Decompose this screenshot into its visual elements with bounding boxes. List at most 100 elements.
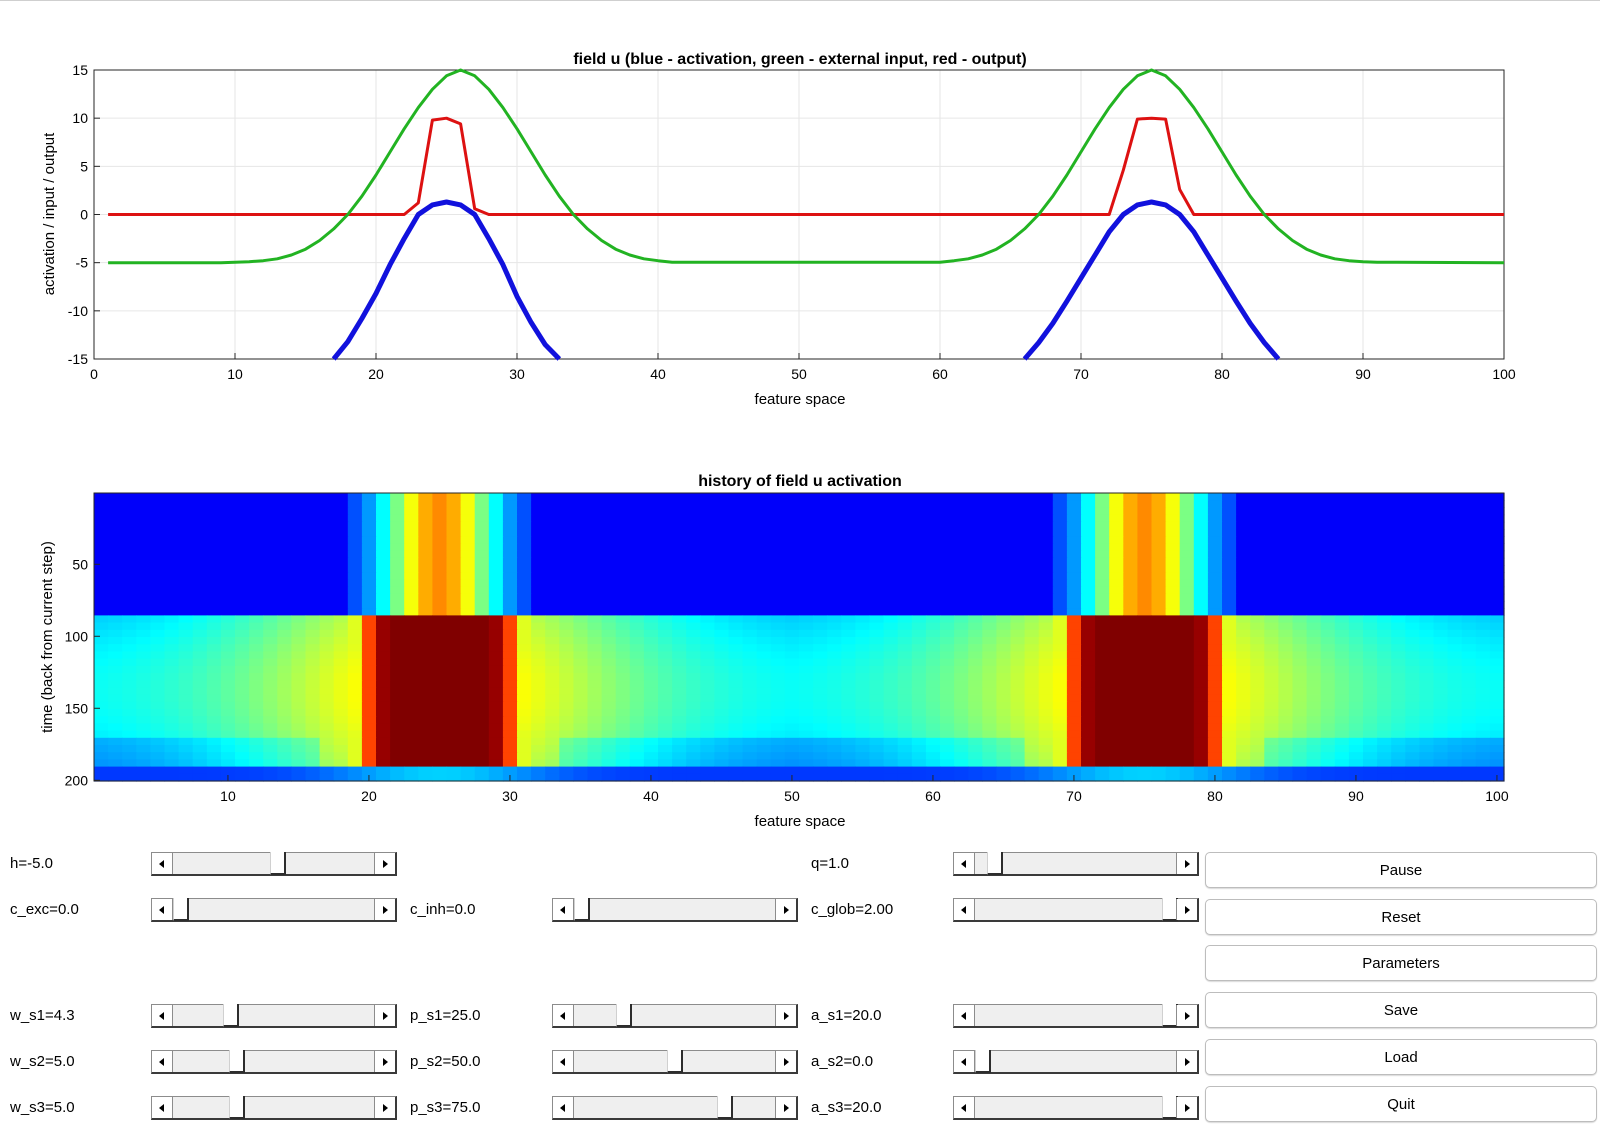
slider-right-arrow-icon[interactable] [1176,1051,1197,1072]
heatmap-cell [192,507,208,516]
heatmap-cell [432,701,448,710]
slider-right-arrow-icon[interactable] [374,1097,395,1118]
slider-trough[interactable] [173,1004,374,1027]
heatmap-cell [982,601,997,609]
param-slider[interactable] [151,898,397,922]
slider-trough[interactable] [173,1050,374,1073]
heatmap-cell [841,730,856,739]
heatmap-cell [531,766,546,775]
slider-left-arrow-icon[interactable] [553,1005,574,1026]
heatmap-cell [1250,593,1265,602]
param-slider[interactable] [953,1004,1199,1028]
slider-trough[interactable] [975,1050,1176,1073]
slider-right-arrow-icon[interactable] [374,899,395,920]
save-button[interactable]: Save [1205,992,1597,1028]
slider-thumb[interactable] [716,1096,733,1119]
slider-thumb[interactable] [616,1004,633,1027]
slider-thumb[interactable] [173,898,190,921]
slider-right-arrow-icon[interactable] [775,1005,796,1026]
heatmap-cell [1377,680,1392,688]
slider-left-arrow-icon[interactable] [152,1005,173,1026]
param-slider[interactable] [552,1096,798,1120]
param-slider[interactable] [552,1004,798,1028]
slider-right-arrow-icon[interactable] [374,1005,395,1026]
slider-right-arrow-icon[interactable] [1176,853,1197,874]
slider-right-arrow-icon[interactable] [1176,899,1197,920]
slider-thumb[interactable] [574,898,591,921]
parameters-button[interactable]: Parameters [1205,945,1597,981]
heatmap-cell [474,565,490,573]
heatmap-cell [1363,651,1378,660]
slider-thumb[interactable] [223,1004,240,1027]
slider-left-arrow-icon[interactable] [954,853,975,874]
slider-right-arrow-icon[interactable] [1176,1097,1197,1118]
heatmap-cell [1363,629,1378,638]
param-slider[interactable] [953,1096,1199,1120]
heatmap-cell [643,550,659,559]
slider-thumb[interactable] [975,1050,992,1073]
slider-right-arrow-icon[interactable] [775,1097,796,1118]
load-button[interactable]: Load [1205,1039,1597,1075]
param-slider[interactable] [552,1050,798,1074]
slider-thumb[interactable] [229,1096,246,1119]
heatmap-cell [615,514,631,523]
slider-left-arrow-icon[interactable] [954,1051,975,1072]
slider-right-arrow-icon[interactable] [374,853,395,874]
slider-trough[interactable] [173,898,374,921]
heatmap-cell [714,680,730,688]
heatmap-cell [263,687,278,696]
slider-thumb[interactable] [666,1050,683,1073]
pause-button[interactable]: Pause [1205,852,1597,888]
series-line-3 [108,68,1505,265]
slider-left-arrow-icon[interactable] [152,899,173,920]
slider-trough[interactable] [975,1096,1178,1119]
slider-trough[interactable] [574,1004,775,1027]
param-slider[interactable] [151,1096,397,1120]
reset-button[interactable]: Reset [1205,899,1597,935]
heatmap-cell [714,550,730,559]
slider-left-arrow-icon[interactable] [553,1051,574,1072]
slider-left-arrow-icon[interactable] [152,853,173,874]
slider-right-arrow-icon[interactable] [1176,1005,1197,1026]
param-slider[interactable] [552,898,798,922]
heatmap-cell [996,665,1012,674]
slider-trough[interactable] [173,852,374,875]
slider-right-arrow-icon[interactable] [775,1051,796,1072]
slider-trough[interactable] [574,1096,775,1119]
heatmap-cell [925,550,941,559]
y-tick-label: 15 [72,62,88,78]
heatmap-cell [192,709,208,717]
slider-left-arrow-icon[interactable] [553,1097,574,1118]
param-slider[interactable] [953,1050,1199,1074]
heatmap-cell [164,737,180,746]
param-slider[interactable] [953,898,1199,922]
slider-left-arrow-icon[interactable] [954,1097,975,1118]
heatmap-cell [1193,737,1209,746]
slider-left-arrow-icon[interactable] [152,1097,173,1118]
param-slider[interactable] [151,1004,397,1028]
slider-trough[interactable] [574,898,775,921]
slider-thumb[interactable] [269,852,286,875]
param-slider[interactable] [151,852,397,876]
param-slider[interactable] [953,852,1199,876]
slider-trough[interactable] [574,1050,775,1073]
param-slider[interactable] [151,1050,397,1074]
slider-trough[interactable] [975,852,1176,875]
slider-thumb[interactable] [987,852,1004,875]
heatmap-cell [235,759,250,768]
slider-left-arrow-icon[interactable] [954,899,975,920]
slider-trough[interactable] [173,1096,374,1119]
slider-thumb[interactable] [229,1050,246,1073]
slider-trough[interactable] [975,1004,1178,1027]
heatmap-cell [728,557,744,566]
quit-button[interactable]: Quit [1205,1086,1597,1122]
heatmap-cell [1278,687,1294,696]
slider-left-arrow-icon[interactable] [954,1005,975,1026]
slider-trough[interactable] [975,898,1178,921]
heatmap-cell [940,615,955,624]
slider-left-arrow-icon[interactable] [553,899,574,920]
slider-right-arrow-icon[interactable] [775,899,796,920]
heatmap-cell [1123,673,1138,681]
slider-left-arrow-icon[interactable] [152,1051,173,1072]
slider-right-arrow-icon[interactable] [374,1051,395,1072]
